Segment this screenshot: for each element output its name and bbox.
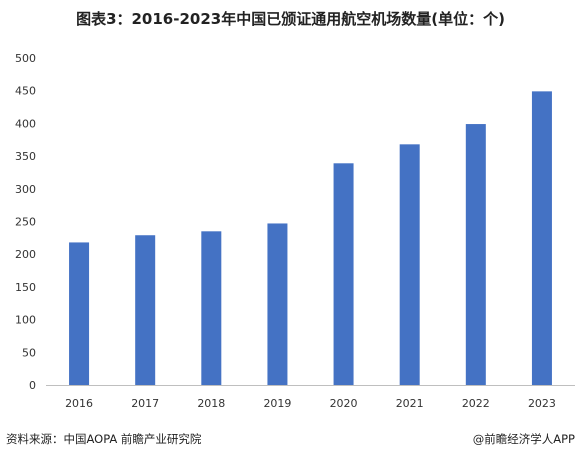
x-tick-label: 2021: [396, 397, 424, 410]
y-tick-label: 100: [15, 314, 36, 327]
x-tick-label: 2017: [131, 397, 159, 410]
y-tick-label: 350: [15, 150, 36, 163]
bar-2022: [465, 124, 486, 385]
x-tick-label: 2020: [330, 397, 358, 410]
y-tick-label: 500: [15, 52, 36, 65]
x-tick-label: 2016: [65, 397, 93, 410]
bar-2023: [531, 91, 552, 385]
bar-series: [69, 91, 552, 385]
bar-2020: [333, 163, 354, 385]
y-tick-label: 300: [15, 183, 36, 196]
bar-2018: [201, 231, 222, 385]
chart-title: 图表3：2016-2023年中国已颁证通用航空机场数量(单位：个): [76, 10, 505, 28]
y-tick-label: 0: [29, 379, 36, 392]
brand-credit: @前瞻经济学人APP: [472, 432, 575, 446]
y-tick-label: 400: [15, 117, 36, 130]
bar-2017: [135, 235, 156, 385]
x-tick-label: 2022: [462, 397, 490, 410]
source-note: 资料来源：中国AOPA 前瞻产业研究院: [6, 432, 202, 446]
x-tick-label: 2023: [528, 397, 556, 410]
bar-2021: [399, 144, 420, 385]
bar-2019: [267, 223, 288, 385]
y-tick-label: 250: [15, 216, 36, 229]
y-axis: 0 50 100 150 200 250 300 350 400 450 500: [15, 52, 36, 392]
x-tick-label: 2018: [197, 397, 225, 410]
x-tick-label: 2019: [263, 397, 291, 410]
y-tick-label: 200: [15, 248, 36, 261]
x-axis: 2016 2017 2018 2019 2020 2021 2022 2023: [46, 385, 575, 410]
y-tick-label: 450: [15, 85, 36, 98]
y-tick-label: 50: [22, 346, 36, 359]
y-tick-label: 150: [15, 281, 36, 294]
bar-2016: [69, 242, 90, 385]
